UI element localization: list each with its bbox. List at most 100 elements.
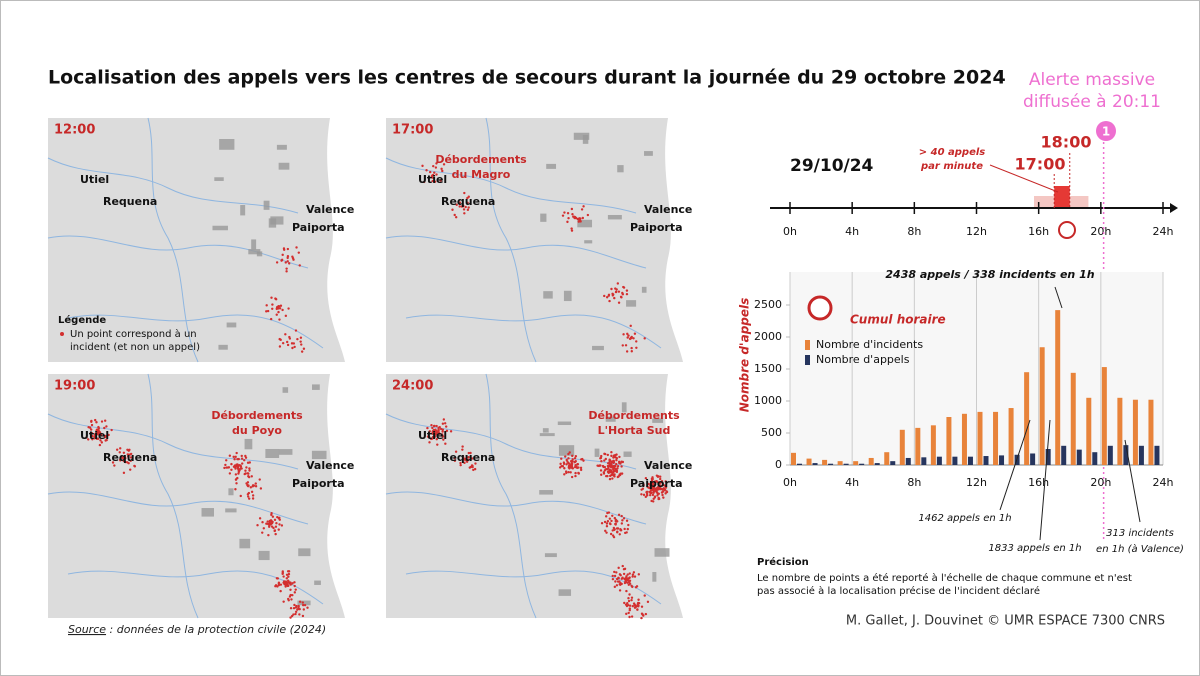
incident-dot — [611, 473, 614, 476]
incident-dot — [470, 457, 474, 460]
incident-dot — [570, 475, 574, 479]
incident-dot — [246, 493, 250, 496]
incident-dot — [611, 466, 614, 469]
maps: 12:00 Utiel Requena Valence Paiporta Légende U… — [47, 117, 708, 620]
timeline-tick-label: 0h — [783, 225, 797, 238]
incident-dot — [425, 169, 428, 172]
incident-dot — [624, 344, 628, 347]
incident-dot — [266, 522, 270, 526]
bar — [1024, 372, 1030, 465]
incident-dot — [608, 461, 611, 465]
incident-dot — [621, 564, 624, 568]
incident-dot — [662, 496, 665, 499]
bar — [837, 461, 843, 465]
incident-dot — [100, 420, 104, 423]
urban-area — [244, 438, 253, 450]
incident-dot — [620, 522, 624, 525]
incident-dot — [431, 426, 434, 430]
alert-text: Alerte massive — [1029, 70, 1155, 90]
incident-dot — [625, 589, 628, 593]
incident-dot — [632, 571, 636, 574]
incident-dot — [644, 495, 647, 499]
incident-dot — [285, 573, 289, 576]
urban-area — [584, 240, 593, 244]
incident-dot — [613, 296, 616, 300]
incident-dot — [274, 298, 278, 301]
incident-dot — [239, 494, 242, 498]
incident-dot — [626, 336, 629, 339]
incident-dot — [433, 435, 437, 438]
incident-dot — [449, 430, 453, 433]
incident-dot — [606, 464, 610, 468]
incident-dot — [560, 457, 563, 460]
incident-dot — [632, 602, 636, 605]
incident-dot — [286, 343, 290, 347]
incident-dot — [232, 455, 235, 459]
urban-area — [652, 572, 657, 582]
incident-dot — [663, 488, 666, 492]
incident-dot — [606, 520, 610, 523]
urban-area — [546, 163, 557, 169]
incident-dot — [613, 454, 616, 458]
incident-dot — [254, 485, 258, 488]
incident-dot — [435, 162, 438, 165]
bar — [859, 463, 865, 465]
urban-area — [297, 600, 311, 606]
incident-dot — [646, 600, 650, 604]
incident-dot — [649, 484, 652, 487]
incident-dot — [287, 575, 290, 578]
incident-dot — [640, 493, 643, 496]
incident-dot — [267, 533, 270, 537]
incident-dot — [605, 522, 609, 525]
urban-area — [201, 508, 214, 517]
incident-dot — [298, 613, 301, 616]
incident-dot — [421, 164, 424, 168]
incident-dot — [604, 474, 608, 478]
incident-dot — [244, 454, 247, 458]
incident-dot — [562, 461, 566, 464]
incident-dot — [451, 208, 454, 211]
incident-dot — [613, 574, 617, 578]
y-axis-title: Nombre d'appels — [738, 298, 752, 413]
incident-dot — [246, 481, 250, 484]
place-label: Valence — [644, 203, 692, 216]
incident-dot — [582, 205, 585, 208]
incident-dot — [577, 466, 580, 469]
incident-dot — [610, 454, 613, 458]
incident-dot — [618, 589, 622, 592]
incident-dot — [600, 454, 603, 458]
incident-dot — [290, 342, 294, 345]
bar — [1117, 397, 1123, 465]
incident-dot — [294, 612, 297, 616]
incident-dot — [97, 432, 100, 436]
incident-dot — [111, 461, 115, 464]
bar — [874, 463, 880, 465]
incident-dot — [564, 455, 567, 458]
incident-dot — [94, 418, 97, 422]
x-tick-label: 8h — [907, 476, 921, 489]
source: Source : données de la protection civile… — [68, 623, 326, 636]
y-tick-label: 2000 — [754, 330, 782, 343]
note: > 40 appels — [919, 147, 986, 158]
incident-dot — [441, 169, 444, 173]
annotation-leader — [1054, 286, 1063, 309]
incident-dot — [656, 494, 659, 497]
incident-dot — [616, 530, 619, 533]
incident-dot — [651, 493, 655, 497]
incident-dot — [659, 484, 662, 487]
incident-dot — [642, 493, 646, 497]
urban-area — [540, 213, 547, 222]
incident-dot — [273, 518, 277, 522]
bar — [915, 427, 921, 465]
incident-dot — [608, 468, 611, 471]
x-tick-label: 24h — [1153, 476, 1174, 489]
incident-dot — [434, 166, 438, 169]
urban-area — [240, 205, 246, 216]
incident-dot — [280, 258, 284, 262]
incident-dot — [122, 456, 125, 459]
incident-dot — [579, 468, 583, 472]
incident-dot — [633, 575, 637, 578]
incident-dot — [235, 482, 238, 485]
place-label: Valence — [306, 459, 354, 472]
incident-dot — [440, 167, 443, 171]
